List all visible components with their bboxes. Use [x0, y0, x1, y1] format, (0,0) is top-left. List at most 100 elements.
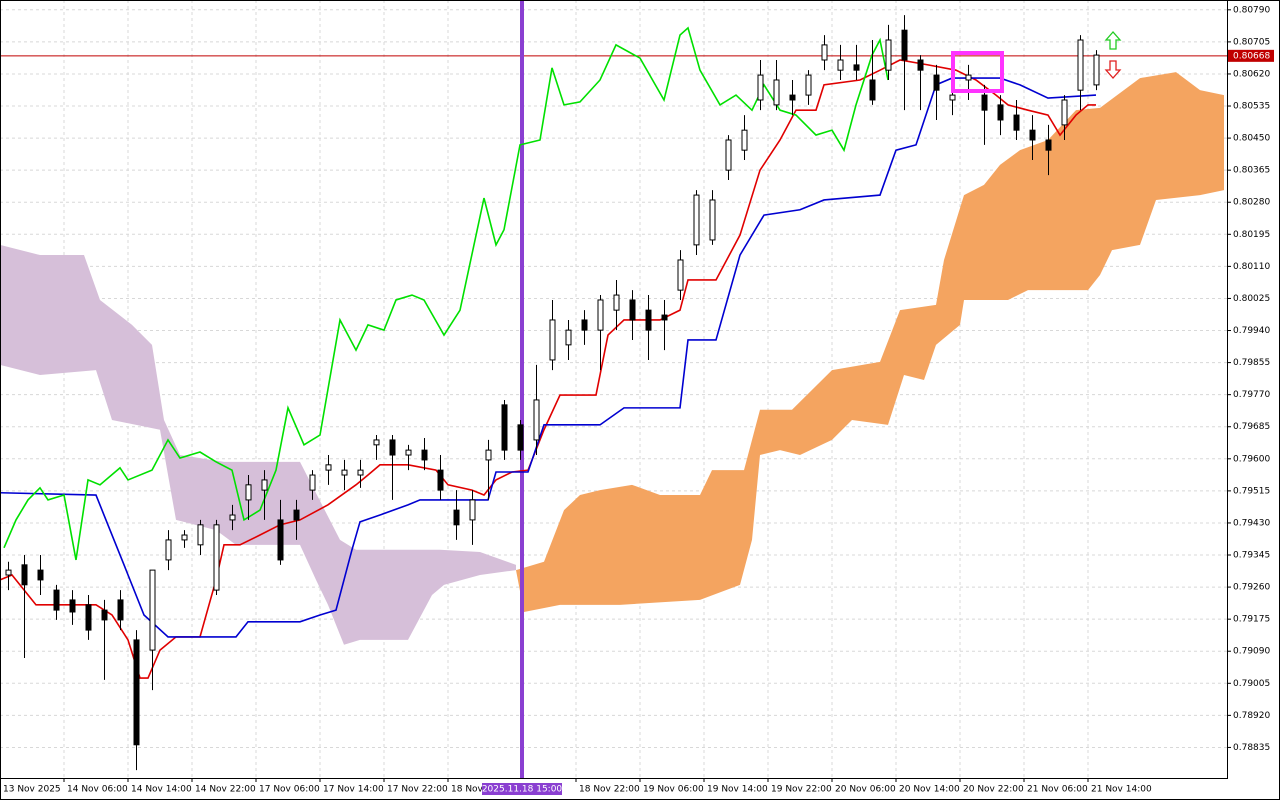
candle-body: [997, 104, 1004, 121]
candle-body: [581, 319, 588, 331]
y-tick-label: 0.79770: [1233, 390, 1270, 400]
x-tick-label: 19 Nov 22:00: [771, 785, 832, 795]
y-tick-label: 0.79940: [1233, 326, 1270, 336]
candle-body: [197, 524, 204, 546]
candle-body: [261, 479, 268, 491]
candle-body: [981, 94, 988, 111]
y-tick-label: 0.78920: [1233, 711, 1270, 721]
y-tick-label: 0.80365: [1233, 166, 1270, 176]
candle-body: [421, 449, 428, 461]
time-marker-box: [482, 783, 562, 795]
candle-body: [629, 299, 636, 321]
candle-body: [677, 259, 684, 291]
candle-body: [917, 59, 924, 71]
candle-body: [325, 464, 332, 471]
candle-body: [37, 569, 44, 581]
candle-body: [437, 469, 444, 491]
candle-body: [949, 94, 956, 101]
x-tick-label: 13 Nov 2025: [3, 785, 61, 795]
cloud: [516, 72, 1224, 612]
cloud: [0, 244, 516, 645]
y-tick-label: 0.80450: [1233, 134, 1270, 144]
y-tick-label: 0.79515: [1233, 486, 1270, 496]
y-tick-label: 0.80620: [1233, 69, 1270, 79]
plot: [0, 0, 1227, 778]
y-tick-label: 0.80535: [1233, 102, 1270, 112]
x-tick-label: 19 Nov 06:00: [643, 785, 704, 795]
candle-body: [53, 589, 60, 611]
candle-body: [533, 399, 540, 441]
y-tick-label: 0.80790: [1233, 5, 1270, 15]
x-tick-label: 17 Nov 06:00: [259, 785, 320, 795]
candle-body: [805, 74, 812, 96]
x-tick-label: 18 Nov 22:00: [579, 785, 640, 795]
time-marker-label: 2025.11.18 15:00: [482, 785, 563, 795]
candle-body: [965, 74, 972, 81]
candle-body: [213, 524, 220, 591]
x-tick-label: 17 Nov 14:00: [323, 785, 384, 795]
y-tick-label: 0.79005: [1233, 679, 1270, 689]
candle-body: [885, 39, 892, 71]
highlight-box: [951, 51, 1004, 93]
y-tick-label: 0.79430: [1233, 518, 1270, 528]
x-tick-label: 14 Nov 06:00: [67, 785, 128, 795]
last-price-label: 0.80668: [1233, 51, 1270, 61]
candle-body: [597, 299, 604, 331]
last-price-box: [1228, 49, 1274, 62]
y-tick-label: 0.80280: [1233, 198, 1270, 208]
candle-body: [389, 439, 396, 456]
candle-body: [1061, 99, 1068, 126]
candle-body: [229, 514, 236, 521]
y-tick-label: 0.79260: [1233, 583, 1270, 593]
candle-body: [117, 599, 124, 621]
x-tick-label: 14 Nov 14:00: [131, 785, 192, 795]
candle-body: [277, 519, 284, 561]
candle-body: [869, 79, 876, 101]
candle-body: [469, 499, 476, 521]
y-tick-label: 0.79685: [1233, 422, 1270, 432]
y-tick-label: 0.79855: [1233, 358, 1270, 368]
clouds: [0, 72, 1224, 645]
candle-body: [693, 194, 700, 246]
candle-body: [837, 59, 844, 71]
candle-body: [501, 404, 508, 451]
candle-body: [1093, 54, 1100, 86]
candle-body: [1045, 139, 1052, 151]
y-tick-label: 0.80025: [1233, 294, 1270, 304]
x-tick-label: 17 Nov 22:00: [387, 785, 448, 795]
x-tick-label: 20 Nov 06:00: [835, 785, 896, 795]
sell-arrow: [1104, 60, 1122, 79]
candle-body: [565, 329, 572, 346]
candle-body: [149, 569, 156, 651]
y-tick-label: 0.79345: [1233, 551, 1270, 561]
candle-body: [69, 599, 76, 613]
candle-body: [485, 449, 492, 461]
candle-body: [453, 509, 460, 526]
x-tick-label: 18 Nov: [451, 785, 484, 795]
candle-body: [373, 439, 380, 446]
candle-body: [757, 74, 764, 101]
candle-body: [85, 604, 92, 631]
candle-body: [709, 199, 716, 241]
candle-body: [5, 569, 12, 576]
y-tick-label: 0.80110: [1233, 262, 1270, 272]
y-tick-label: 0.78835: [1233, 743, 1270, 753]
candle-body: [661, 314, 668, 321]
candle-body: [853, 64, 860, 71]
candle-body: [341, 469, 348, 476]
candle-body: [741, 129, 748, 151]
candle-body: [133, 639, 140, 746]
candle-body: [645, 309, 652, 331]
y-tick-label: 0.79090: [1233, 647, 1270, 657]
y-tick-label: 0.80705: [1233, 37, 1270, 47]
candle-body: [613, 294, 620, 311]
candle-body: [517, 424, 524, 451]
y-tick-label: 0.79600: [1233, 454, 1270, 464]
candle-body: [725, 139, 732, 171]
candle-body: [293, 509, 300, 521]
x-tick-label: 20 Nov 22:00: [963, 785, 1024, 795]
x-tick-label: 21 Nov 06:00: [1027, 785, 1088, 795]
x-tick-label: 21 Nov 14:00: [1091, 785, 1152, 795]
y-tick-label: 0.80195: [1233, 230, 1270, 240]
